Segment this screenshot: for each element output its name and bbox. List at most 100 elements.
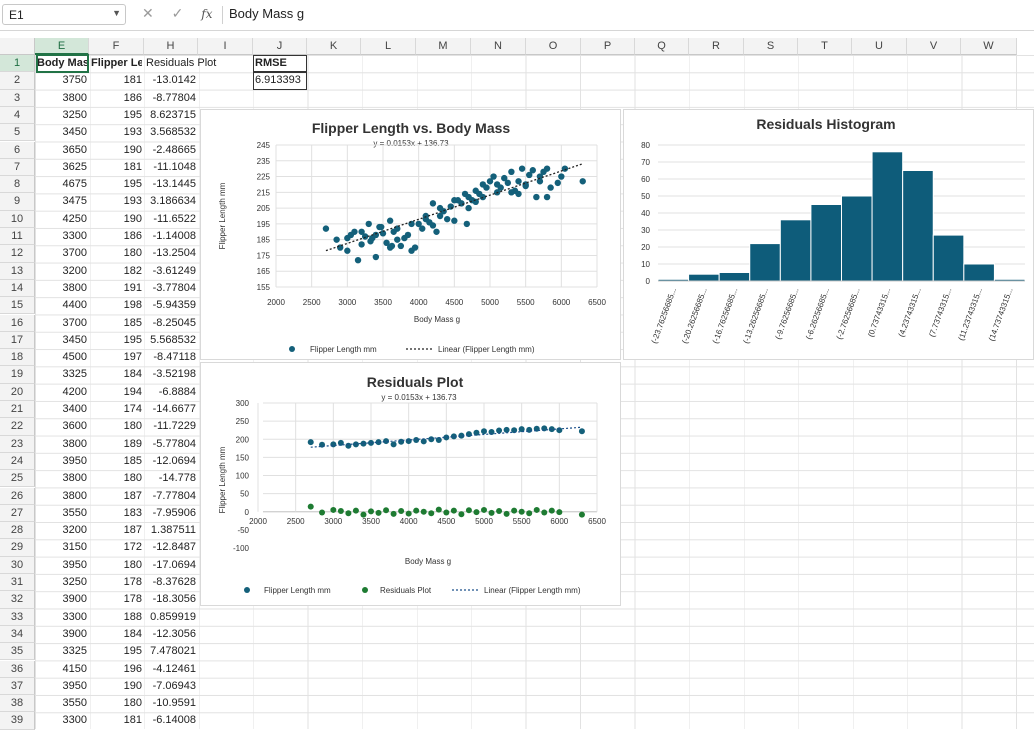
cell-body-mass[interactable]: 3200 — [62, 524, 87, 537]
row-header[interactable]: 8 — [0, 176, 35, 194]
column-header-p[interactable]: P — [581, 38, 635, 55]
row-header[interactable]: 2 — [0, 72, 35, 90]
cell-flipper-length[interactable]: 186 — [123, 230, 142, 242]
cell-flipper-length[interactable]: 185 — [123, 454, 142, 467]
cell-residual[interactable]: -13.0142 — [152, 74, 196, 87]
row-header[interactable]: 36 — [0, 660, 35, 678]
cell-flipper-length[interactable]: 184 — [123, 368, 142, 381]
cell-flipper-length[interactable]: 190 — [123, 679, 142, 692]
chevron-down-icon[interactable]: ▼ — [112, 8, 121, 18]
cell-residual[interactable]: -8.47118 — [153, 351, 196, 364]
cell-body-mass[interactable]: 3475 — [62, 195, 87, 208]
row-header[interactable]: 25 — [0, 470, 35, 488]
cell-body-mass[interactable]: 4200 — [62, 385, 87, 398]
cell-body-mass[interactable]: 3150 — [62, 541, 87, 554]
cell-residual[interactable]: -4.12461 — [152, 662, 196, 675]
cell-residual[interactable]: -7.06943 — [152, 679, 196, 692]
cell-flipper-length[interactable]: 172 — [123, 541, 142, 554]
cell-residual[interactable]: -11.1048 — [153, 160, 196, 173]
residuals-plot-chart[interactable]: Residuals Plot y = 0.0153x + 136.73 -100 -5… — [200, 362, 621, 606]
cell-residual[interactable]: -14.778 — [158, 472, 196, 485]
row-header[interactable]: 18 — [0, 349, 35, 367]
cell-flipper-length[interactable]: 188 — [123, 610, 142, 623]
cell-flipper-length[interactable]: 195 — [123, 645, 142, 658]
cell-j1[interactable]: RMSE — [255, 57, 287, 69]
cell-residual[interactable]: 5.568532 — [150, 333, 196, 346]
cell-flipper-length[interactable]: 198 — [123, 299, 142, 312]
cell-body-mass[interactable]: 3800 — [62, 437, 87, 450]
row-header[interactable]: 27 — [0, 504, 35, 523]
column-header-j[interactable]: J — [253, 38, 307, 55]
row-header[interactable]: 23 — [0, 435, 35, 453]
row-header[interactable]: 29 — [0, 539, 35, 557]
row-header[interactable]: 24 — [0, 452, 35, 471]
cell-body-mass[interactable]: 3200 — [62, 264, 87, 277]
row-header[interactable]: 6 — [0, 141, 35, 159]
cell-flipper-length[interactable]: 189 — [123, 437, 142, 450]
cell-flipper-length[interactable]: 180 — [123, 472, 142, 485]
cell-body-mass[interactable]: 3600 — [62, 420, 87, 433]
cell-residual[interactable]: -8.77804 — [152, 91, 196, 104]
cell-body-mass[interactable]: 3650 — [62, 143, 87, 156]
name-box[interactable]: E1 ▼ — [2, 4, 126, 25]
cell-body-mass[interactable]: 4500 — [62, 351, 87, 364]
cell-residual[interactable]: -3.52198 — [152, 368, 196, 381]
cell-flipper-length[interactable]: 181 — [123, 74, 142, 87]
row-header[interactable]: 15 — [0, 297, 35, 315]
cell-flipper-length[interactable]: 182 — [123, 264, 142, 277]
cell-body-mass[interactable]: 3700 — [62, 247, 87, 260]
row-header[interactable]: 33 — [0, 608, 35, 626]
cell-flipper-length[interactable]: 196 — [123, 662, 142, 675]
cell-residual[interactable]: -12.0694 — [152, 454, 196, 467]
row-header[interactable]: 9 — [0, 193, 35, 211]
cell-residual[interactable]: -11.6522 — [153, 212, 196, 225]
column-header-n[interactable]: N — [471, 38, 526, 55]
row-header[interactable]: 28 — [0, 522, 35, 540]
row-header[interactable]: 31 — [0, 574, 35, 592]
cell-flipper-length[interactable]: 193 — [123, 195, 142, 208]
cell-flipper-length[interactable]: 195 — [123, 108, 142, 121]
cell-body-mass[interactable]: 3250 — [62, 576, 87, 588]
cell-flipper-length[interactable]: 183 — [123, 506, 142, 519]
cell-body-mass[interactable]: 3300 — [62, 230, 87, 242]
cell-f1[interactable]: Flipper Length mm — [91, 57, 142, 69]
row-header[interactable]: 1 — [0, 55, 35, 73]
row-header[interactable]: 12 — [0, 245, 35, 263]
cell-residual[interactable]: 3.186634 — [150, 195, 196, 208]
cell-body-mass[interactable]: 3900 — [62, 627, 87, 640]
cell-flipper-length[interactable]: 186 — [123, 91, 142, 104]
enter-check-icon[interactable]: ✓ — [171, 5, 184, 21]
cell-body-mass[interactable]: 3950 — [62, 454, 87, 467]
cell-residual[interactable]: -8.37628 — [152, 576, 196, 588]
cell-residual[interactable]: -7.95906 — [152, 506, 196, 519]
column-header-w[interactable]: W — [961, 38, 1017, 55]
cell-residual[interactable]: -8.25045 — [152, 316, 196, 329]
column-header-t[interactable]: T — [798, 38, 852, 55]
select-all-corner[interactable] — [0, 38, 35, 55]
column-header-v[interactable]: V — [907, 38, 961, 55]
row-header[interactable]: 37 — [0, 677, 35, 696]
cell-residual[interactable]: -7.77804 — [152, 489, 196, 502]
cell-body-mass[interactable]: 3550 — [62, 506, 87, 519]
cell-residual[interactable]: 7.478021 — [150, 645, 196, 658]
cell-body-mass[interactable]: 3900 — [62, 593, 87, 606]
cell-residual[interactable]: -6.14008 — [152, 714, 196, 727]
cell-flipper-length[interactable]: 190 — [123, 143, 142, 156]
row-header[interactable]: 38 — [0, 695, 35, 713]
cell-body-mass[interactable]: 3800 — [62, 281, 87, 294]
cell-flipper-length[interactable]: 193 — [123, 126, 142, 139]
cell-residual[interactable]: -11.7229 — [153, 420, 196, 433]
cell-flipper-length[interactable]: 181 — [123, 714, 142, 727]
row-header[interactable]: 22 — [0, 418, 35, 436]
row-header[interactable]: 16 — [0, 314, 35, 332]
cell-body-mass[interactable]: 3550 — [62, 697, 87, 710]
cell-residual[interactable]: -18.3056 — [152, 593, 196, 606]
row-header[interactable]: 26 — [0, 487, 35, 505]
cell-flipper-length[interactable]: 191 — [123, 281, 142, 294]
cell-residual[interactable]: -3.61249 — [152, 264, 196, 277]
row-header[interactable]: 17 — [0, 331, 35, 350]
scatter-chart-flipper-vs-mass[interactable]: Flipper Length vs. Body Mass y = 0.0153x … — [200, 109, 621, 360]
cell-body-mass[interactable]: 4400 — [62, 299, 87, 312]
cell-body-mass[interactable]: 3325 — [62, 368, 87, 381]
cell-body-mass[interactable]: 3750 — [62, 74, 87, 87]
